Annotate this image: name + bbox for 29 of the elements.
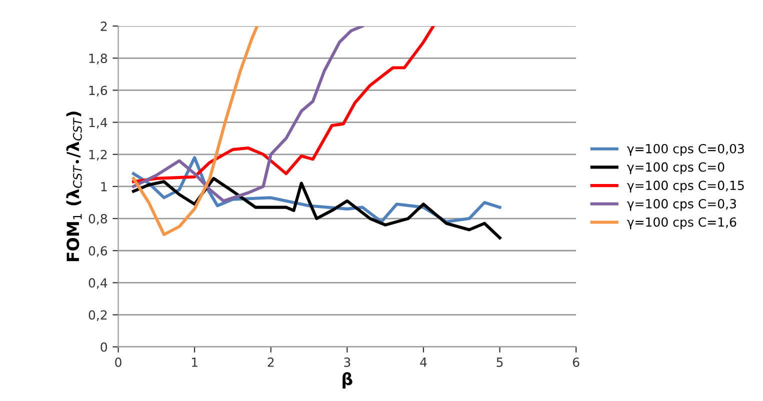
line-series xyxy=(132,26,259,236)
legend-label: γ=100 cps C=0,15 xyxy=(627,180,744,193)
y-tick-label: 0,2 xyxy=(88,310,107,321)
x-tick-label: 3 xyxy=(344,358,350,367)
legend-label: γ=100 cps C=0,3 xyxy=(627,198,736,211)
y-tick-label: 0,8 xyxy=(88,214,107,225)
y-tick-label: 2 xyxy=(100,22,107,31)
y-tick-label: 1,4 xyxy=(89,118,108,129)
legend-label: γ=100 cps C=0 xyxy=(627,162,724,174)
y-tick-label: 1,6 xyxy=(89,86,108,96)
y-tick-label: 0,4 xyxy=(88,278,108,289)
legend-label: γ=100 cps C=1,6 xyxy=(627,217,736,230)
y-tick-label: 1 xyxy=(101,182,107,192)
line-series xyxy=(132,176,502,240)
x-tick-label: 2 xyxy=(268,358,274,367)
y-tick-label: 0,6 xyxy=(88,246,108,257)
line-series xyxy=(132,26,364,202)
x-tick-label: 6 xyxy=(572,358,580,367)
y-tick-label: 1,2 xyxy=(89,150,107,161)
x-tick-label: 4 xyxy=(420,358,427,367)
x-tick-label: 1 xyxy=(192,358,198,367)
x-axis-title: β xyxy=(342,372,352,389)
legend-label: γ=100 cps C=0,03 xyxy=(627,144,744,156)
x-tick-label: 0 xyxy=(115,358,122,367)
y-axis-title: FOM$_{1}$ (λ$_{CST•}$/λ$_{CST}$) xyxy=(66,112,82,262)
y-tick-label: 1,8 xyxy=(89,54,107,64)
y-tick-label: 0 xyxy=(100,342,108,352)
x-tick-label: 5 xyxy=(496,358,503,367)
line-series xyxy=(132,26,435,184)
